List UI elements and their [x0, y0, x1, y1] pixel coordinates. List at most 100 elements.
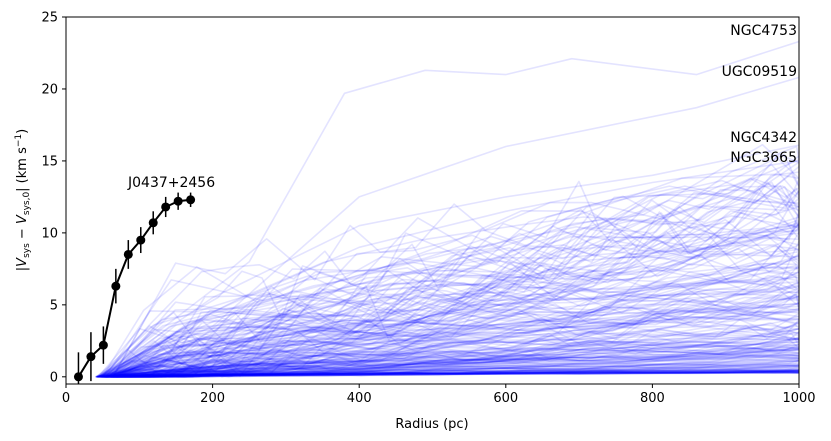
- data-point: [161, 202, 171, 212]
- background-series-line: [112, 370, 799, 378]
- background-series-line: [105, 334, 799, 378]
- x-axis-label: Radius (pc): [395, 417, 468, 432]
- background-series-line: [115, 165, 799, 378]
- background-series-line: [97, 372, 799, 378]
- background-series-line: [114, 340, 799, 378]
- background-series-line: [110, 368, 799, 378]
- y-tick-label: 5: [50, 298, 58, 313]
- background-series-line: [107, 359, 799, 378]
- background-series-line: [100, 370, 799, 378]
- background-series-line: [116, 205, 799, 378]
- background-series-line: [105, 334, 799, 378]
- background-series-line: [98, 370, 799, 378]
- background-series-line: [101, 348, 799, 378]
- background-series-line: [107, 295, 799, 378]
- background-series-line: [108, 345, 799, 378]
- background-series-line: [101, 221, 799, 378]
- background-series-line: [115, 262, 799, 378]
- background-series-line: [108, 233, 799, 378]
- highlight-series-line: [77, 198, 191, 378]
- background-series-line: [111, 184, 799, 378]
- background-series-line: [102, 342, 799, 378]
- background-series-line: [114, 318, 799, 378]
- background-series-line: [96, 359, 799, 378]
- background-series-line: [114, 243, 799, 378]
- background-series-line: [114, 292, 799, 378]
- background-series-line: [112, 153, 799, 378]
- background-series-line: [104, 358, 799, 378]
- data-point: [136, 235, 146, 245]
- background-series-line: [102, 310, 799, 378]
- data-point: [86, 352, 96, 362]
- background-series-line: [101, 211, 799, 378]
- background-series-line: [101, 181, 799, 378]
- background-series-line: [113, 322, 799, 378]
- background-series-line: [110, 267, 799, 378]
- y-tick-label: 25: [41, 11, 58, 26]
- background-series-line: [111, 338, 799, 378]
- background-series-line: [95, 343, 799, 378]
- background-series-line: [105, 227, 799, 378]
- data-point: [173, 196, 183, 206]
- background-series-line: [100, 354, 799, 378]
- x-tick-label: 0: [62, 391, 70, 406]
- background-series-line: [105, 295, 799, 378]
- y-axis-label: |Vsys − Vsys,0| (km s−1): [14, 129, 32, 271]
- background-series-line: [101, 197, 799, 378]
- y-tick-label: 20: [41, 82, 58, 97]
- background-series-line: [113, 312, 799, 378]
- background-series-line: [102, 237, 799, 378]
- background-series-line: [115, 318, 799, 378]
- background-series-line: [109, 369, 799, 378]
- background-series-line: [98, 324, 799, 378]
- background-series-line: [115, 368, 799, 378]
- background-series-line: [107, 362, 799, 378]
- background-series-line: [111, 347, 799, 378]
- x-tick-label: 800: [640, 391, 665, 406]
- background-series-line: [110, 340, 799, 378]
- background-series-line: [101, 153, 799, 378]
- background-series-line: [105, 290, 799, 378]
- background-series-line: [103, 177, 799, 378]
- background-series-line: [117, 293, 799, 378]
- background-series-line: [99, 371, 799, 378]
- background-series-line: [111, 308, 799, 378]
- background-series-line: [96, 302, 799, 378]
- background-series-line: [104, 186, 799, 378]
- background-series-line: [102, 285, 799, 378]
- background-series-line: [115, 240, 799, 378]
- x-tick-label: 200: [200, 391, 225, 406]
- background-series-line: [106, 271, 799, 378]
- named-series-line: [98, 40, 799, 378]
- data-point: [148, 218, 158, 228]
- background-series-line: [95, 276, 799, 378]
- background-series-line: [97, 163, 799, 378]
- background-series-line: [100, 371, 799, 378]
- background-series-line: [97, 281, 799, 378]
- background-series-line: [106, 143, 799, 378]
- background-series-line: [110, 354, 799, 378]
- background-series-line: [110, 345, 799, 378]
- background-series-line: [112, 344, 799, 378]
- background-series-line: [97, 348, 799, 378]
- annotation-ngc4753: NGC4753: [730, 23, 797, 39]
- x-tick-label: 1000: [782, 391, 815, 406]
- named-series-line: [98, 160, 799, 378]
- background-series-line: [103, 341, 799, 378]
- background-series-line: [110, 368, 799, 378]
- axis-ticks: 0 200 400 600 800 1000 0 5 10 15 20 25: [41, 11, 815, 407]
- background-series-line: [99, 330, 799, 378]
- background-series-line: [114, 370, 799, 378]
- background-series-line: [116, 222, 799, 378]
- background-series-line: [97, 296, 799, 378]
- background-series-line: [113, 364, 799, 378]
- data-point: [73, 372, 83, 382]
- background-series-line: [100, 360, 799, 378]
- background-series-line: [96, 212, 799, 378]
- background-series-line: [116, 357, 799, 378]
- background-series-line: [104, 172, 799, 378]
- background-series-line: [114, 171, 799, 378]
- data-point: [98, 340, 108, 350]
- background-series-line: [110, 369, 799, 378]
- background-series-line: [98, 241, 799, 378]
